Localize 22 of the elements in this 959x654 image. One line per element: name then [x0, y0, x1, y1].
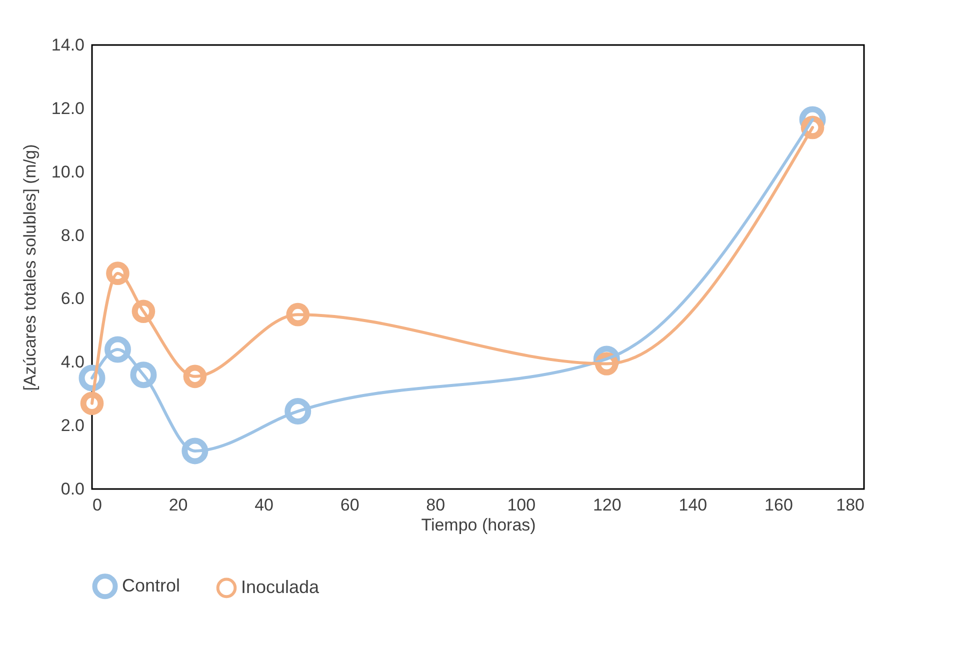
x-tick-label: 80	[426, 496, 446, 514]
y-axis-title: [Azúcares totales solubles] (m/g)	[20, 144, 40, 391]
x-tick-label: 160	[764, 496, 793, 514]
y-tick-label: 8.0	[60, 226, 84, 245]
y-tick-label: 10.0	[51, 162, 84, 182]
x-tick-label: 0	[92, 496, 102, 514]
legend-label: Inoculada	[241, 576, 320, 597]
y-tick-label: 12.0	[51, 98, 84, 118]
x-tick-label: 20	[168, 496, 188, 514]
y-tick-label: 4.0	[60, 352, 84, 372]
x-tick-label: 120	[592, 496, 622, 514]
x-axis-title: Tiempo (horas)	[421, 516, 536, 534]
x-tick-label: 180	[836, 496, 864, 514]
y-tick-label: 2.0	[60, 416, 84, 436]
x-tick-label: 60	[340, 496, 360, 514]
y-tick-label: 6.0	[60, 289, 84, 308]
x-tick-label: 40	[254, 496, 274, 514]
legend-label: Control	[122, 575, 180, 596]
y-tick-label: 0.0	[60, 480, 84, 498]
x-tick-label: 100	[507, 496, 536, 514]
y-tick-label: 14.0	[51, 36, 84, 54]
x-tick-label: 140	[678, 496, 708, 514]
